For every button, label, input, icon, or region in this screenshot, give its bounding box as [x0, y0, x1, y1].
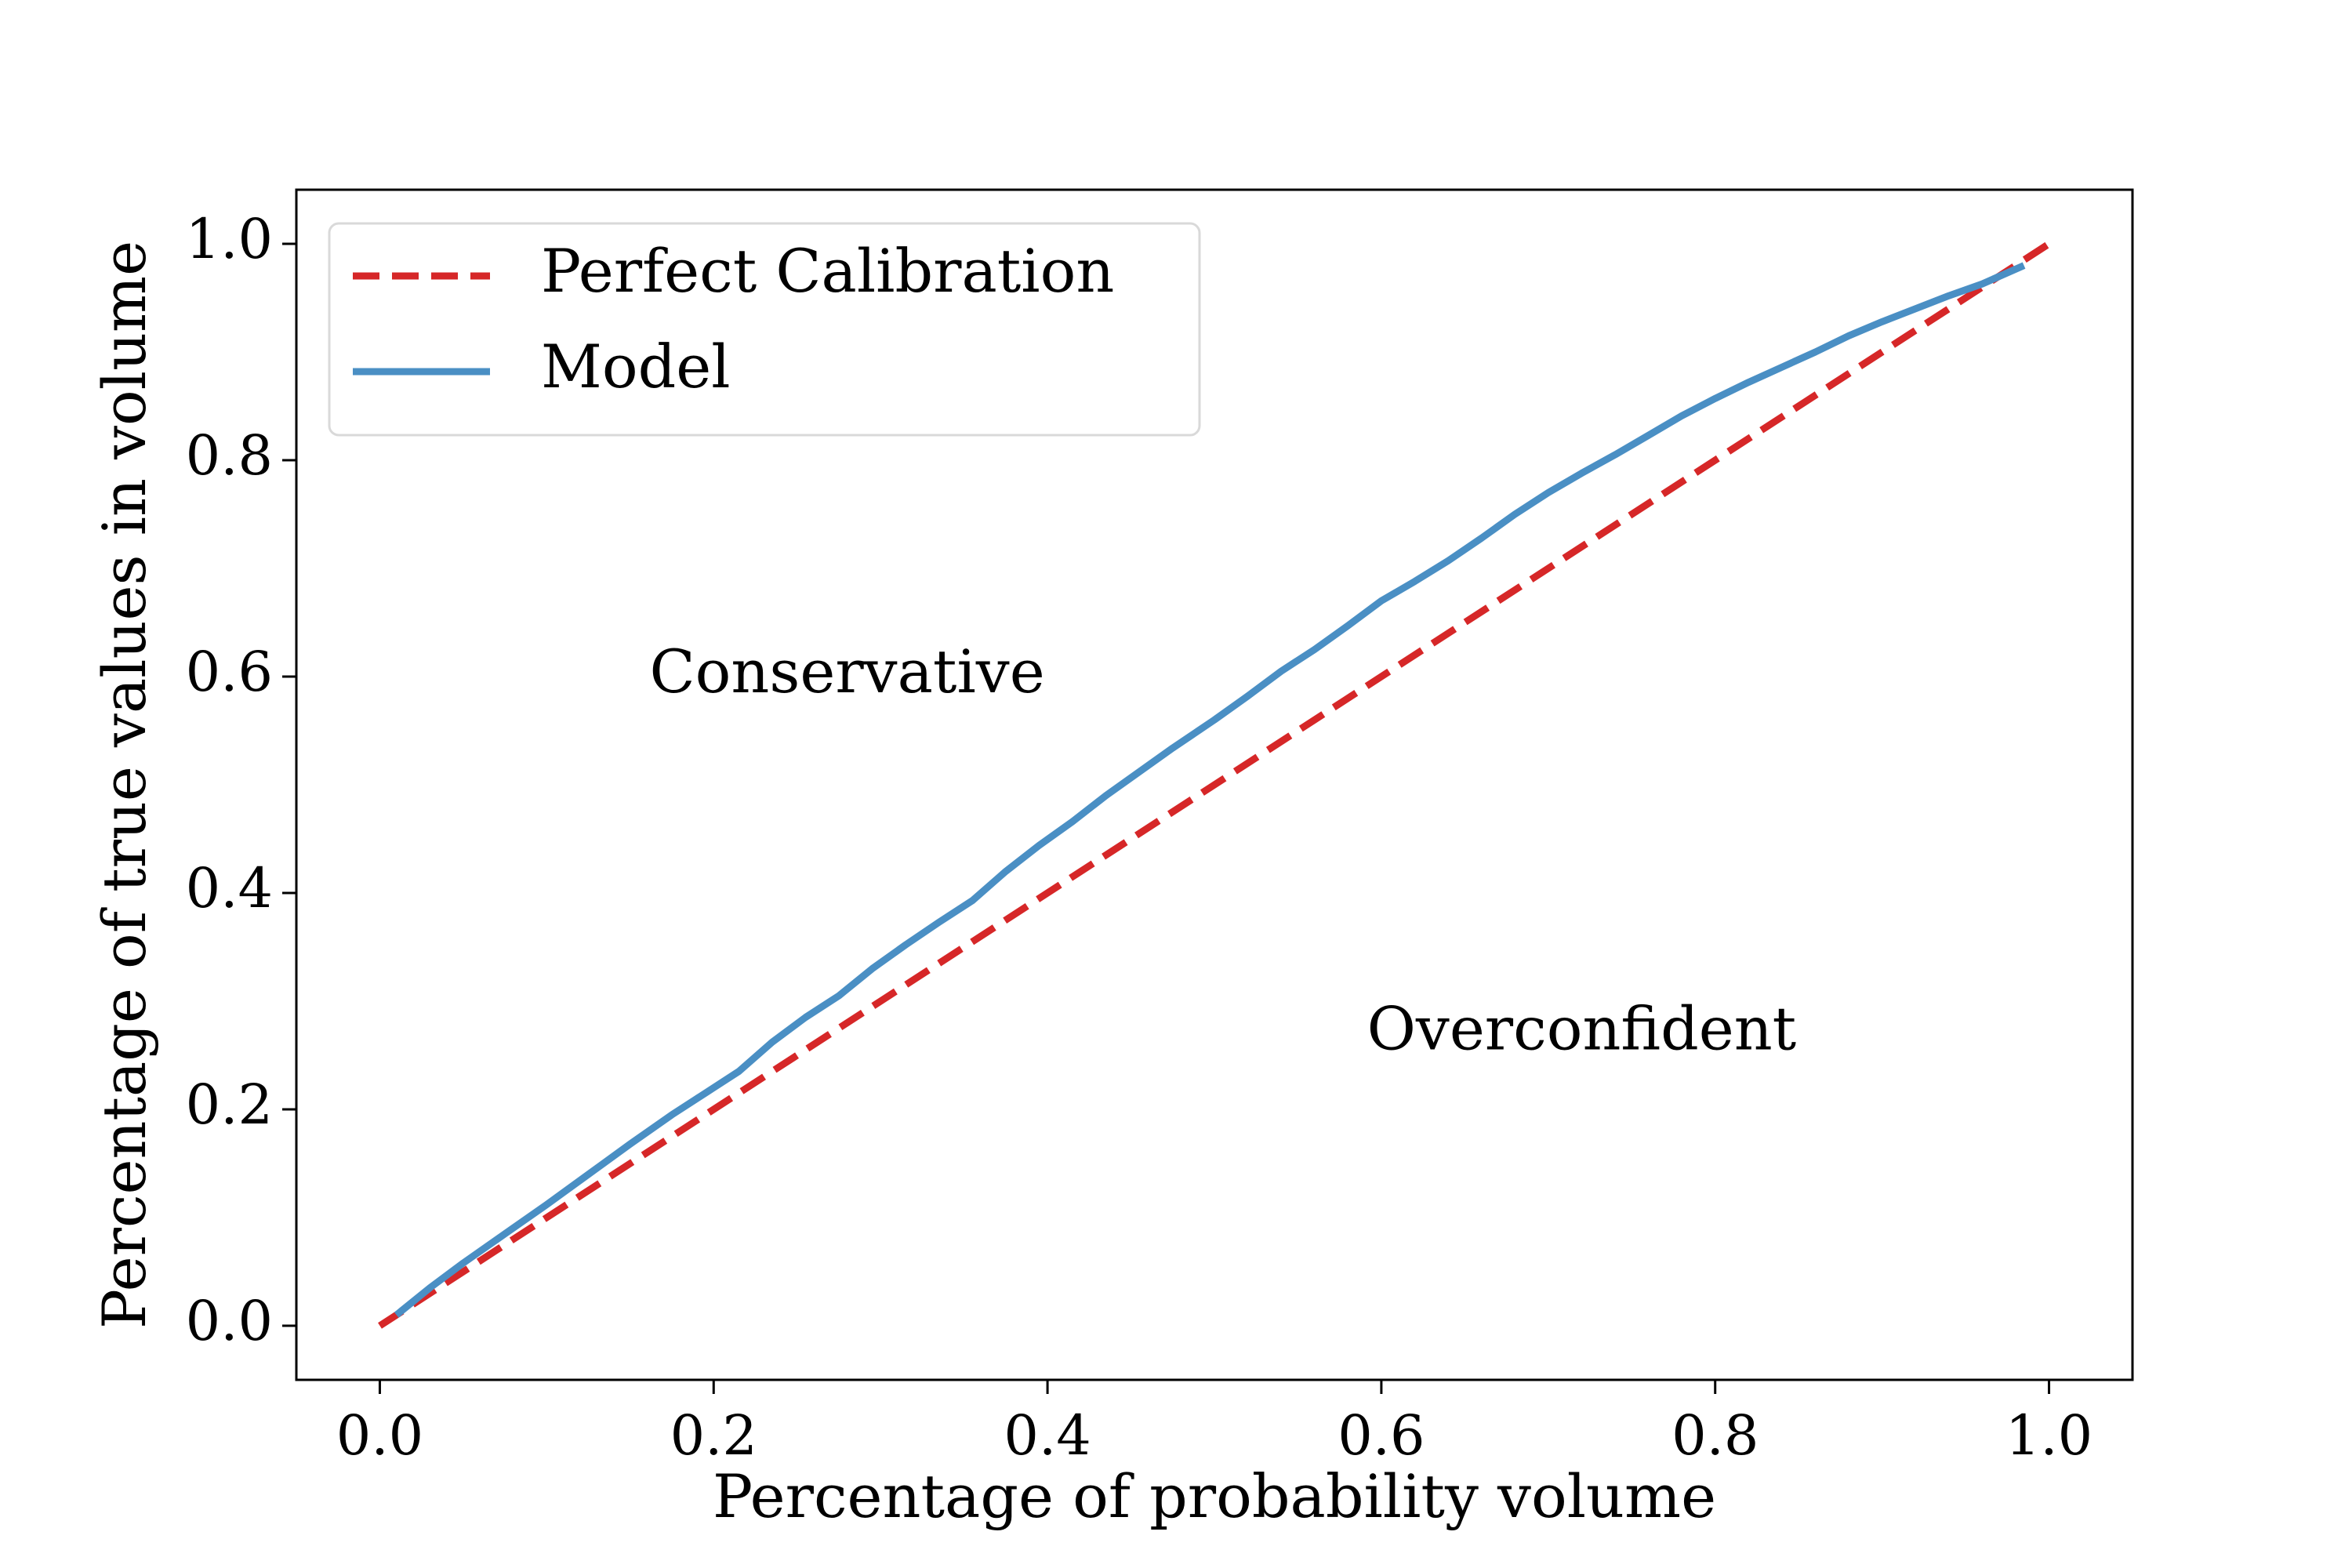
x-tick-label: 0.4	[1004, 1403, 1091, 1468]
y-tick-label: 0.2	[186, 1073, 273, 1137]
x-tick-label: 0.0	[336, 1403, 423, 1468]
series-line-perfect-calibration	[378, 241, 2051, 1329]
y-tick-label: 0.6	[186, 640, 273, 704]
x-tick-label: 0.8	[1671, 1403, 1759, 1468]
legend-label-model: Model	[541, 332, 731, 401]
legend-label-perfect-calibration: Perfect Calibration	[541, 236, 1114, 306]
x-tick-label: 0.2	[670, 1403, 757, 1468]
annotation-overconfident: Overconfident	[1367, 993, 1797, 1063]
x-tick-label: 1.0	[2005, 1403, 2092, 1468]
series-line-model	[394, 262, 2026, 1318]
legend-box	[328, 222, 1201, 437]
y-tick-label: 1.0	[186, 207, 273, 271]
x-tick-label: 0.6	[1338, 1403, 1425, 1468]
axis-ticks: 0.0 0.2 0.4 0.6 0.8 1.0 0.0 0.2 0.4 0.6 0.8 1.0	[186, 207, 2093, 1468]
plot-area	[378, 241, 2051, 1329]
annotation-conservative: Conservative	[650, 637, 1045, 706]
legend: Perfect Calibration Model	[328, 222, 1201, 437]
y-tick-label: 0.0	[186, 1289, 273, 1353]
x-axis-label: Percentage of probability volume	[713, 1461, 1716, 1531]
y-axis-label: Percentage of true values in volume	[89, 241, 159, 1329]
y-tick-label: 0.8	[186, 423, 273, 488]
y-tick-label: 0.4	[186, 856, 273, 920]
axes-frame	[295, 188, 2134, 1381]
